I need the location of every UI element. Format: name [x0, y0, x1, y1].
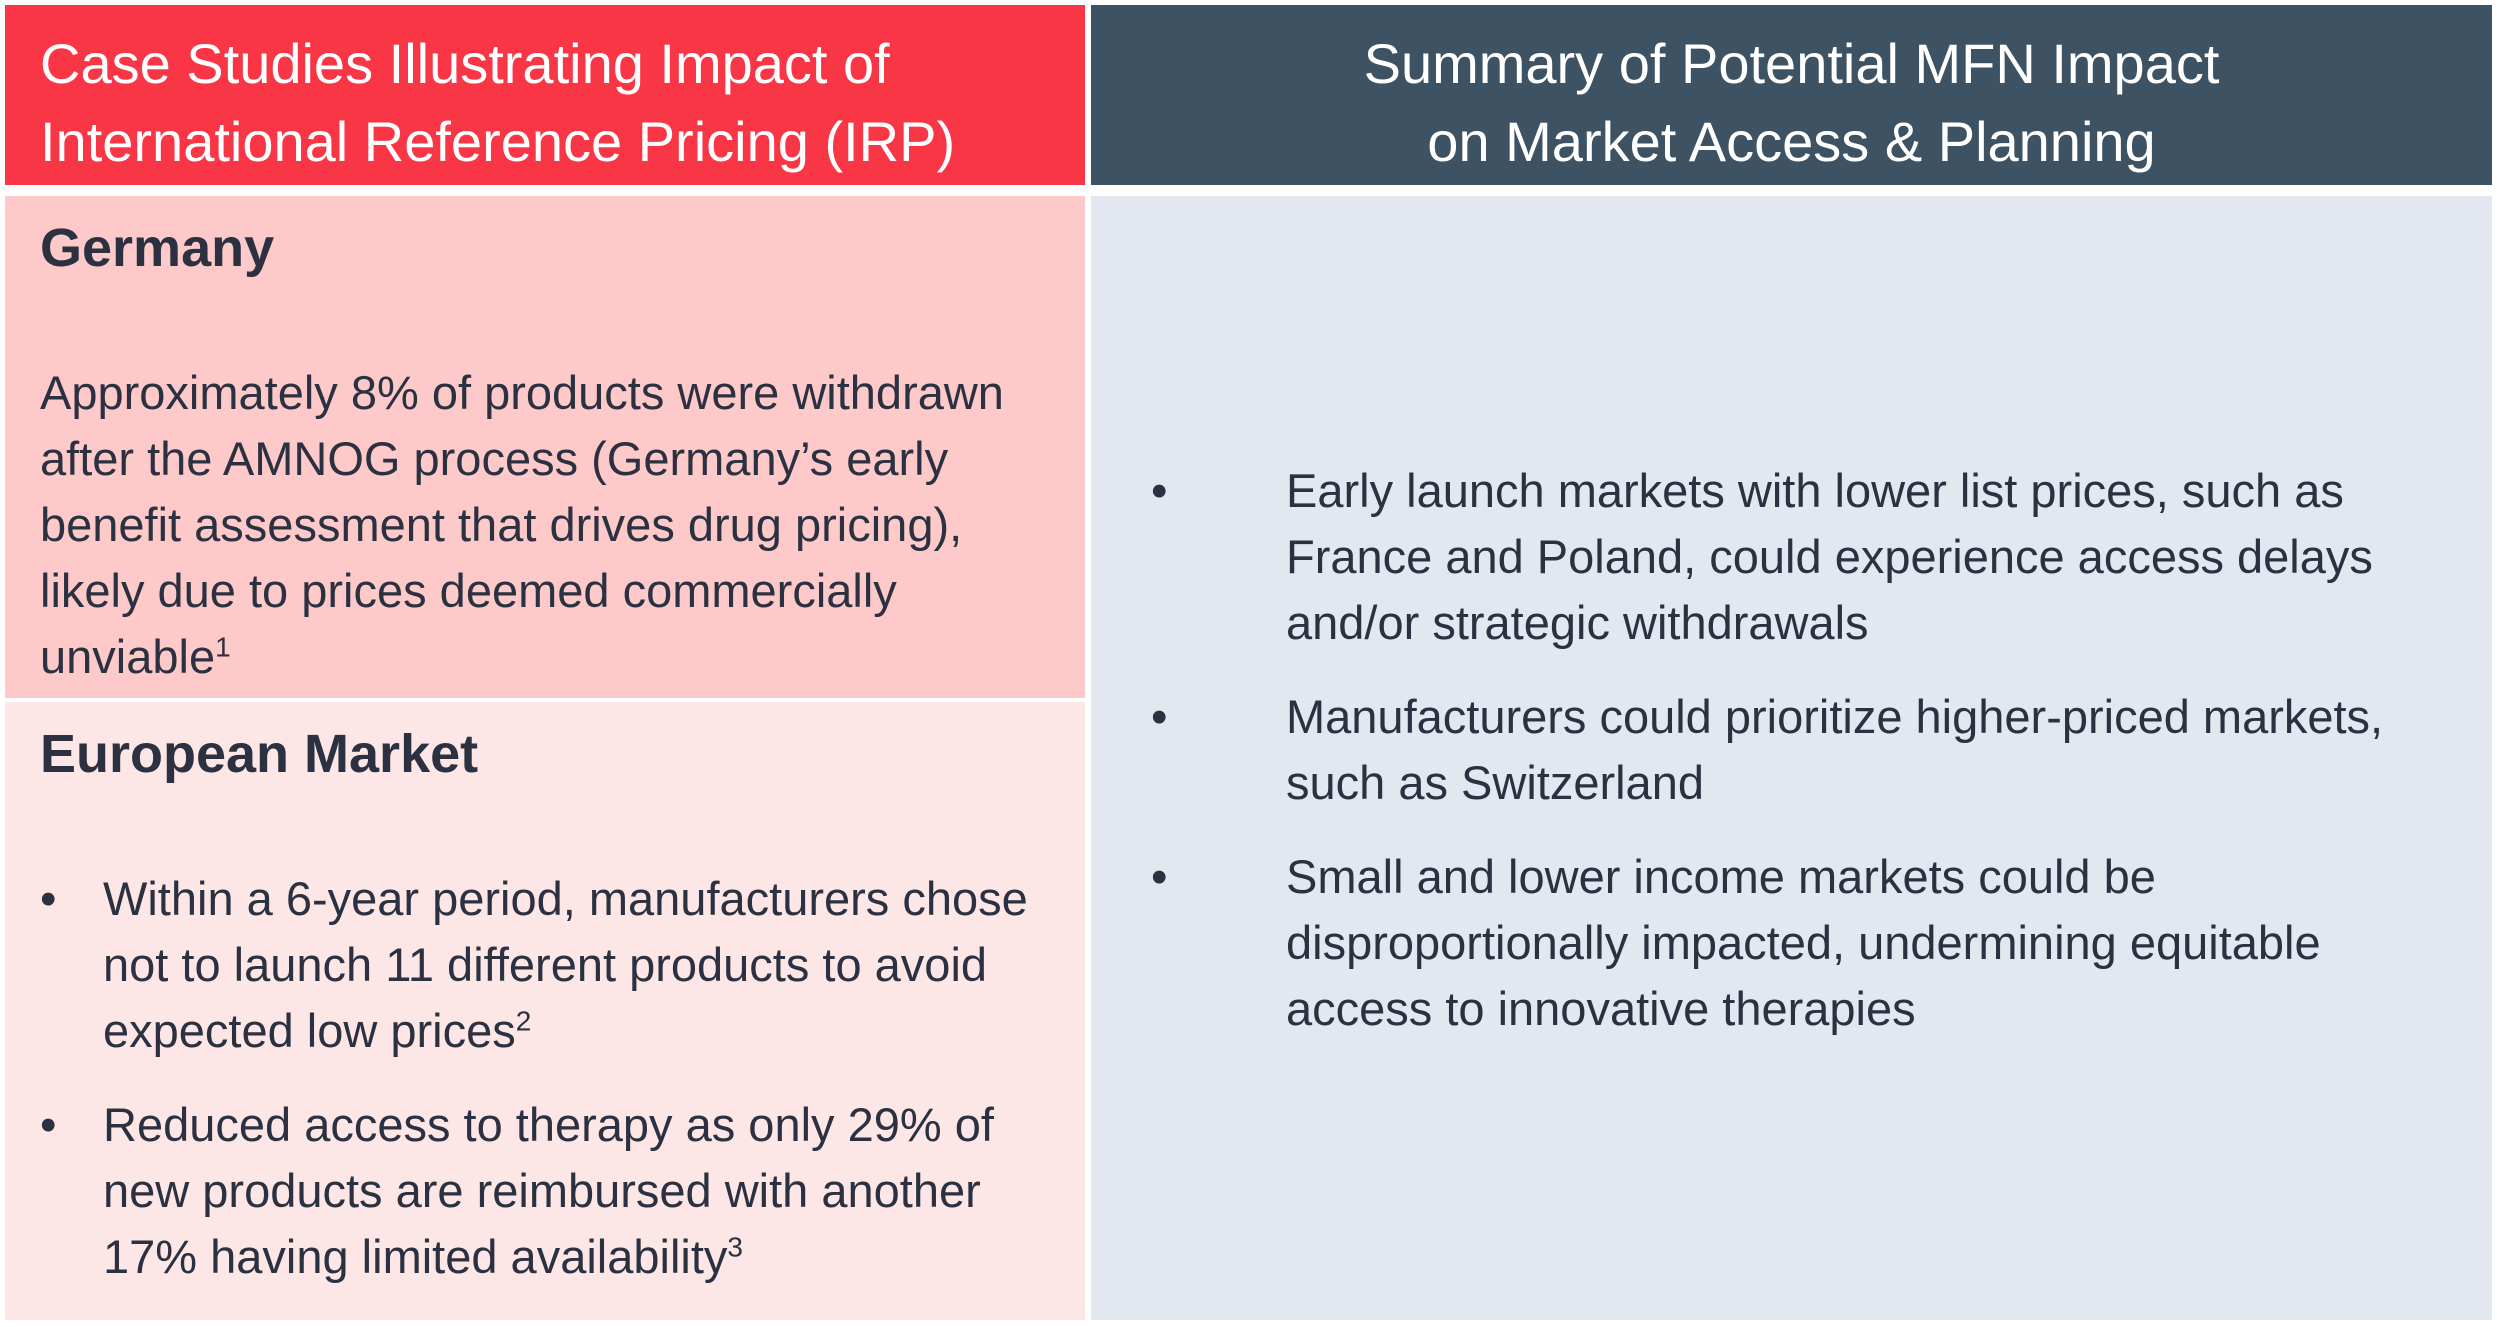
text: Approximately 8% of products were withdr…: [40, 366, 1004, 683]
paragraph: Approximately 8% of products were withdr…: [40, 360, 1050, 690]
header-line: Summary of Potential MFN Impact: [1363, 32, 2220, 95]
footnote: 3: [727, 1231, 743, 1263]
germany-box: Germany Approximately 8% of products wer…: [5, 196, 1085, 698]
bullet: Early launch markets with lower list pri…: [1121, 458, 2432, 656]
bullet-list: Early launch markets with lower list pri…: [1121, 458, 2432, 1042]
summary-box: Early launch markets with lower list pri…: [1091, 196, 2492, 1320]
footnote: 2: [515, 1005, 532, 1037]
europe-box: European Market Within a 6-year period, …: [5, 702, 1085, 1320]
section-title: European Market: [40, 724, 479, 784]
left-header: Case Studies Illustrating Impact of Inte…: [5, 5, 1085, 185]
bullet: Within a 6-year period, manufacturers ch…: [40, 866, 1050, 1064]
bullet: Small and lower income markets could be …: [1121, 844, 2432, 1042]
footnote: 1: [215, 631, 231, 663]
text: Reduced access to therapy as only 29% of…: [103, 1098, 994, 1283]
bullet-list: Within a 6-year period, manufacturers ch…: [40, 866, 1050, 1290]
section-title: Germany: [40, 218, 275, 278]
bullet: Manufacturers could prioritize higher-pr…: [1121, 684, 2432, 816]
header-line: Case Studies Illustrating Impact of: [40, 32, 890, 95]
right-header: Summary of Potential MFN Impact on Marke…: [1091, 5, 2492, 185]
bullet: Reduced access to therapy as only 29% of…: [40, 1092, 1050, 1290]
header-line: on Market Access & Planning: [1427, 110, 2156, 173]
header-line: International Reference Pricing (IRP): [40, 110, 956, 173]
text: Within a 6-year period, manufacturers ch…: [103, 872, 1028, 1057]
